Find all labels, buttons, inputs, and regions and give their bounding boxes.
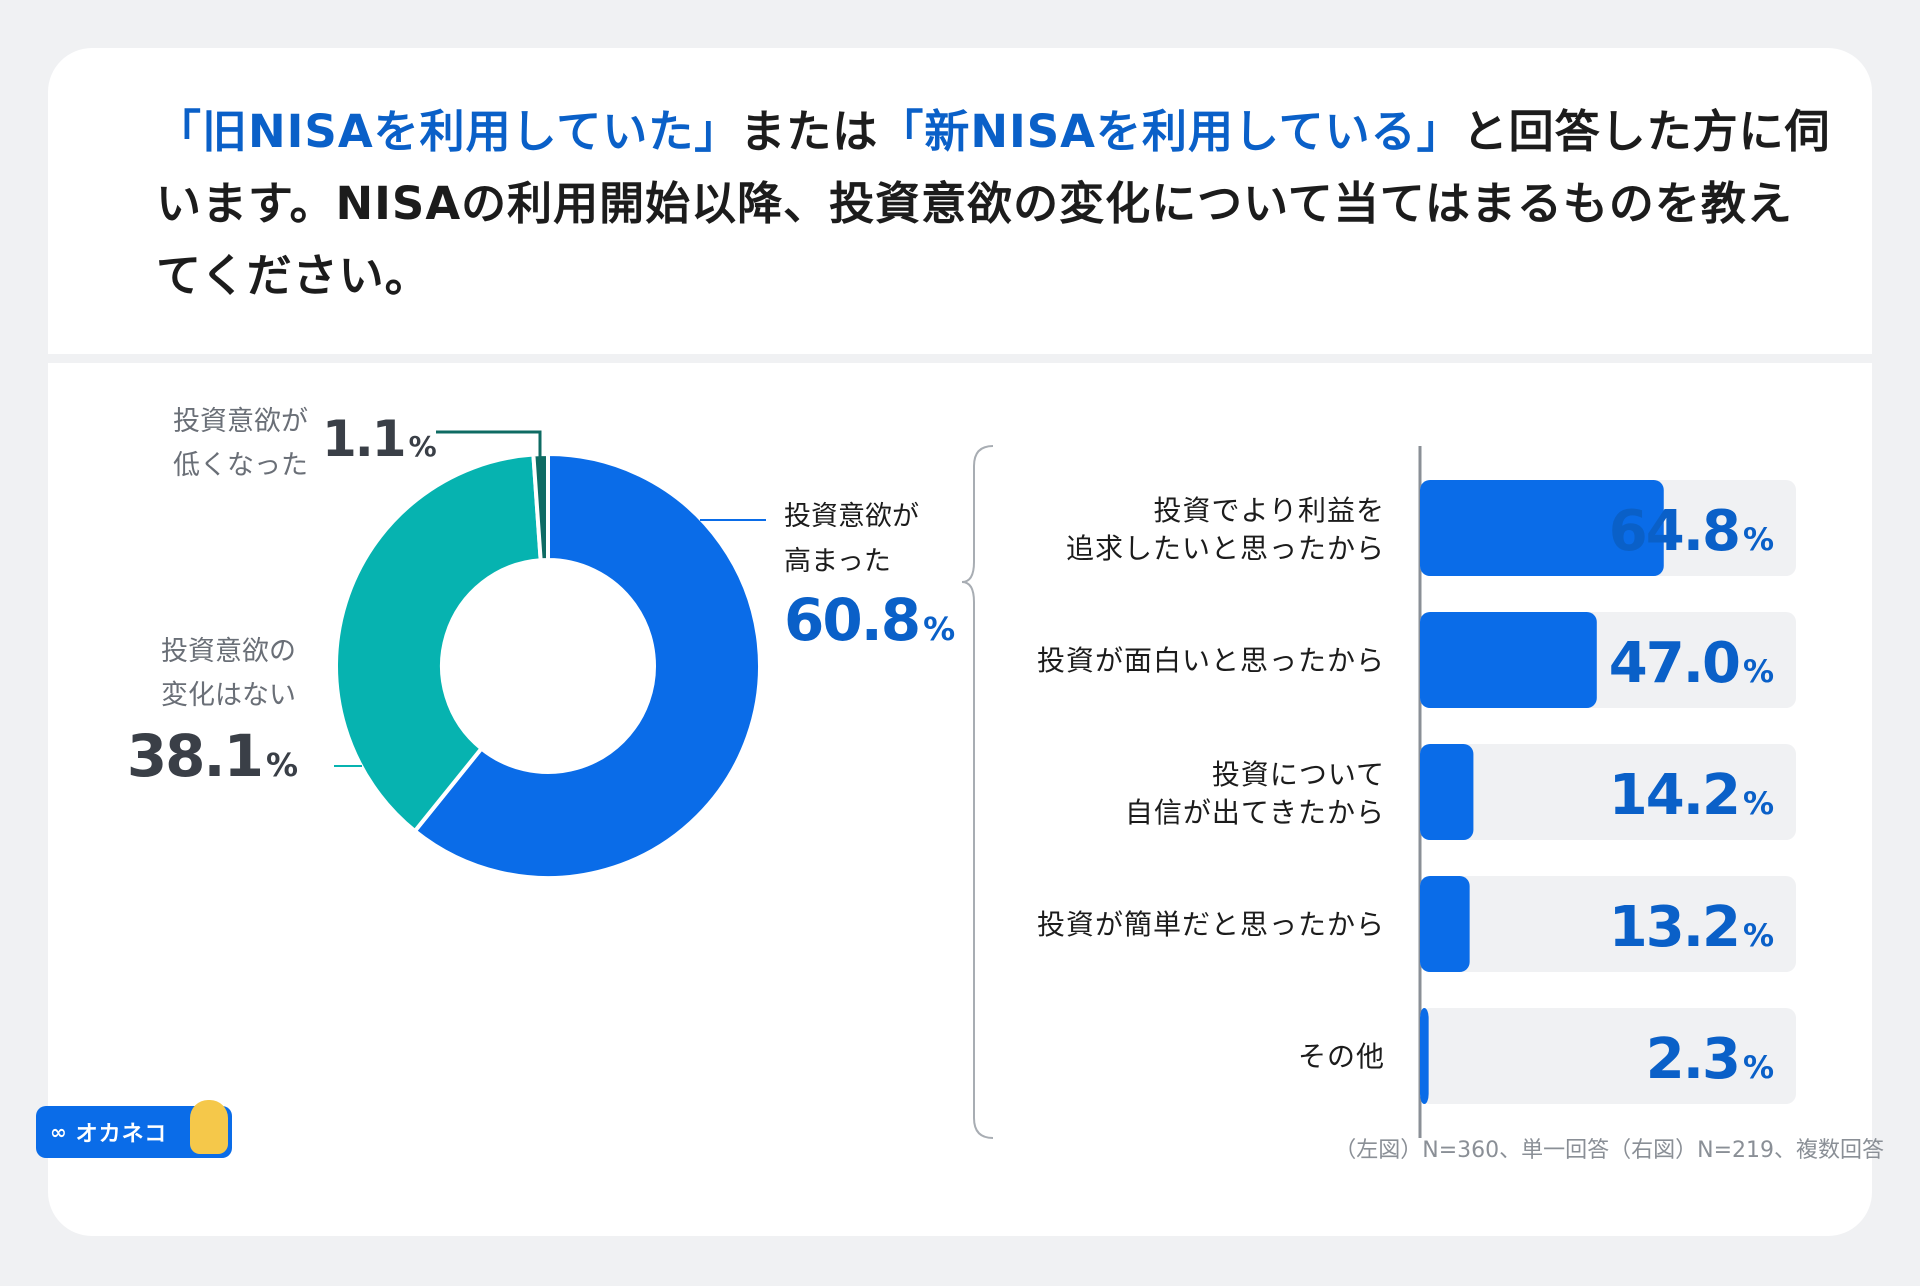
source-note: （左図）N=360、単一回答（右図）N=219、複数回答 <box>1334 1138 1884 1163</box>
donut-slice-low <box>531 451 550 563</box>
slice-label-none-line1: 投資意欲の <box>161 636 296 667</box>
leader-line-low <box>436 430 542 466</box>
brace-bracket <box>961 445 994 1139</box>
logo-text: オカネコ <box>75 1122 168 1147</box>
bar-fill <box>1420 612 1597 708</box>
bar-category-label-line1: 投資について <box>1212 758 1385 791</box>
slice-value-none: 38.1% <box>127 722 298 790</box>
bar-track <box>1420 876 1796 972</box>
bar-value-label: 64.8% <box>1609 499 1774 564</box>
okaneko-logo: ∞ オカネコ <box>36 1100 232 1158</box>
page-title: 「旧NISAを利用していた」または「新NISAを利用している」と回答した方に伺い… <box>156 96 1836 312</box>
title-question-old-nisa: 「旧NISAを利用していた」 <box>156 105 741 158</box>
bar-category-label: 投資が簡単だと思ったから <box>1037 908 1385 941</box>
slice-label-low-line2: 低くなった <box>173 450 308 481</box>
bar-value-label: 13.2% <box>1609 895 1774 960</box>
bar-fill <box>1420 876 1470 972</box>
bar-value-label: 47.0% <box>1609 631 1774 696</box>
bar-category-label-line2: 自信が出てきたから <box>1125 796 1385 829</box>
slice-value-low: 1.1% <box>322 410 437 468</box>
bar-category-label-line1: 投資でより利益を <box>1154 494 1385 527</box>
cat-mascot-icon <box>190 1100 228 1154</box>
bar-category-label: 投資が面白いと思ったから <box>1037 644 1385 677</box>
title-question-new-nisa: 「新NISAを利用している」 <box>878 105 1463 158</box>
bar-fill <box>1420 1008 1429 1104</box>
bar-value-label: 2.3% <box>1646 1027 1774 1092</box>
donut-slice-high <box>412 451 762 880</box>
slice-label-none-line2: 変化はない <box>161 680 296 711</box>
donut-slice-none <box>334 452 543 834</box>
bar-category-label-line2: 追求したいと思ったから <box>1066 532 1385 565</box>
slice-label-high-line1: 投資意欲が <box>784 501 919 532</box>
slice-value-high: 60.8% <box>784 586 955 654</box>
bar-category-label: その他 <box>1298 1040 1385 1073</box>
infinity-icon: ∞ <box>50 1120 68 1144</box>
slice-label-low-line1: 投資意欲が <box>173 406 308 437</box>
title-rest: と回答した方に伺います。NISAの利用開始以降、投資意欲の変化について当てはまる… <box>156 105 1831 302</box>
bar-track <box>1420 744 1796 840</box>
bar-fill <box>1420 744 1474 840</box>
header-divider <box>48 354 1872 363</box>
bar-track <box>1420 1008 1796 1104</box>
bar-fill <box>1420 480 1664 576</box>
slice-label-high-line2: 高まった <box>784 546 891 577</box>
bar-value-label: 14.2% <box>1609 763 1774 828</box>
title-connector: または <box>740 105 879 158</box>
